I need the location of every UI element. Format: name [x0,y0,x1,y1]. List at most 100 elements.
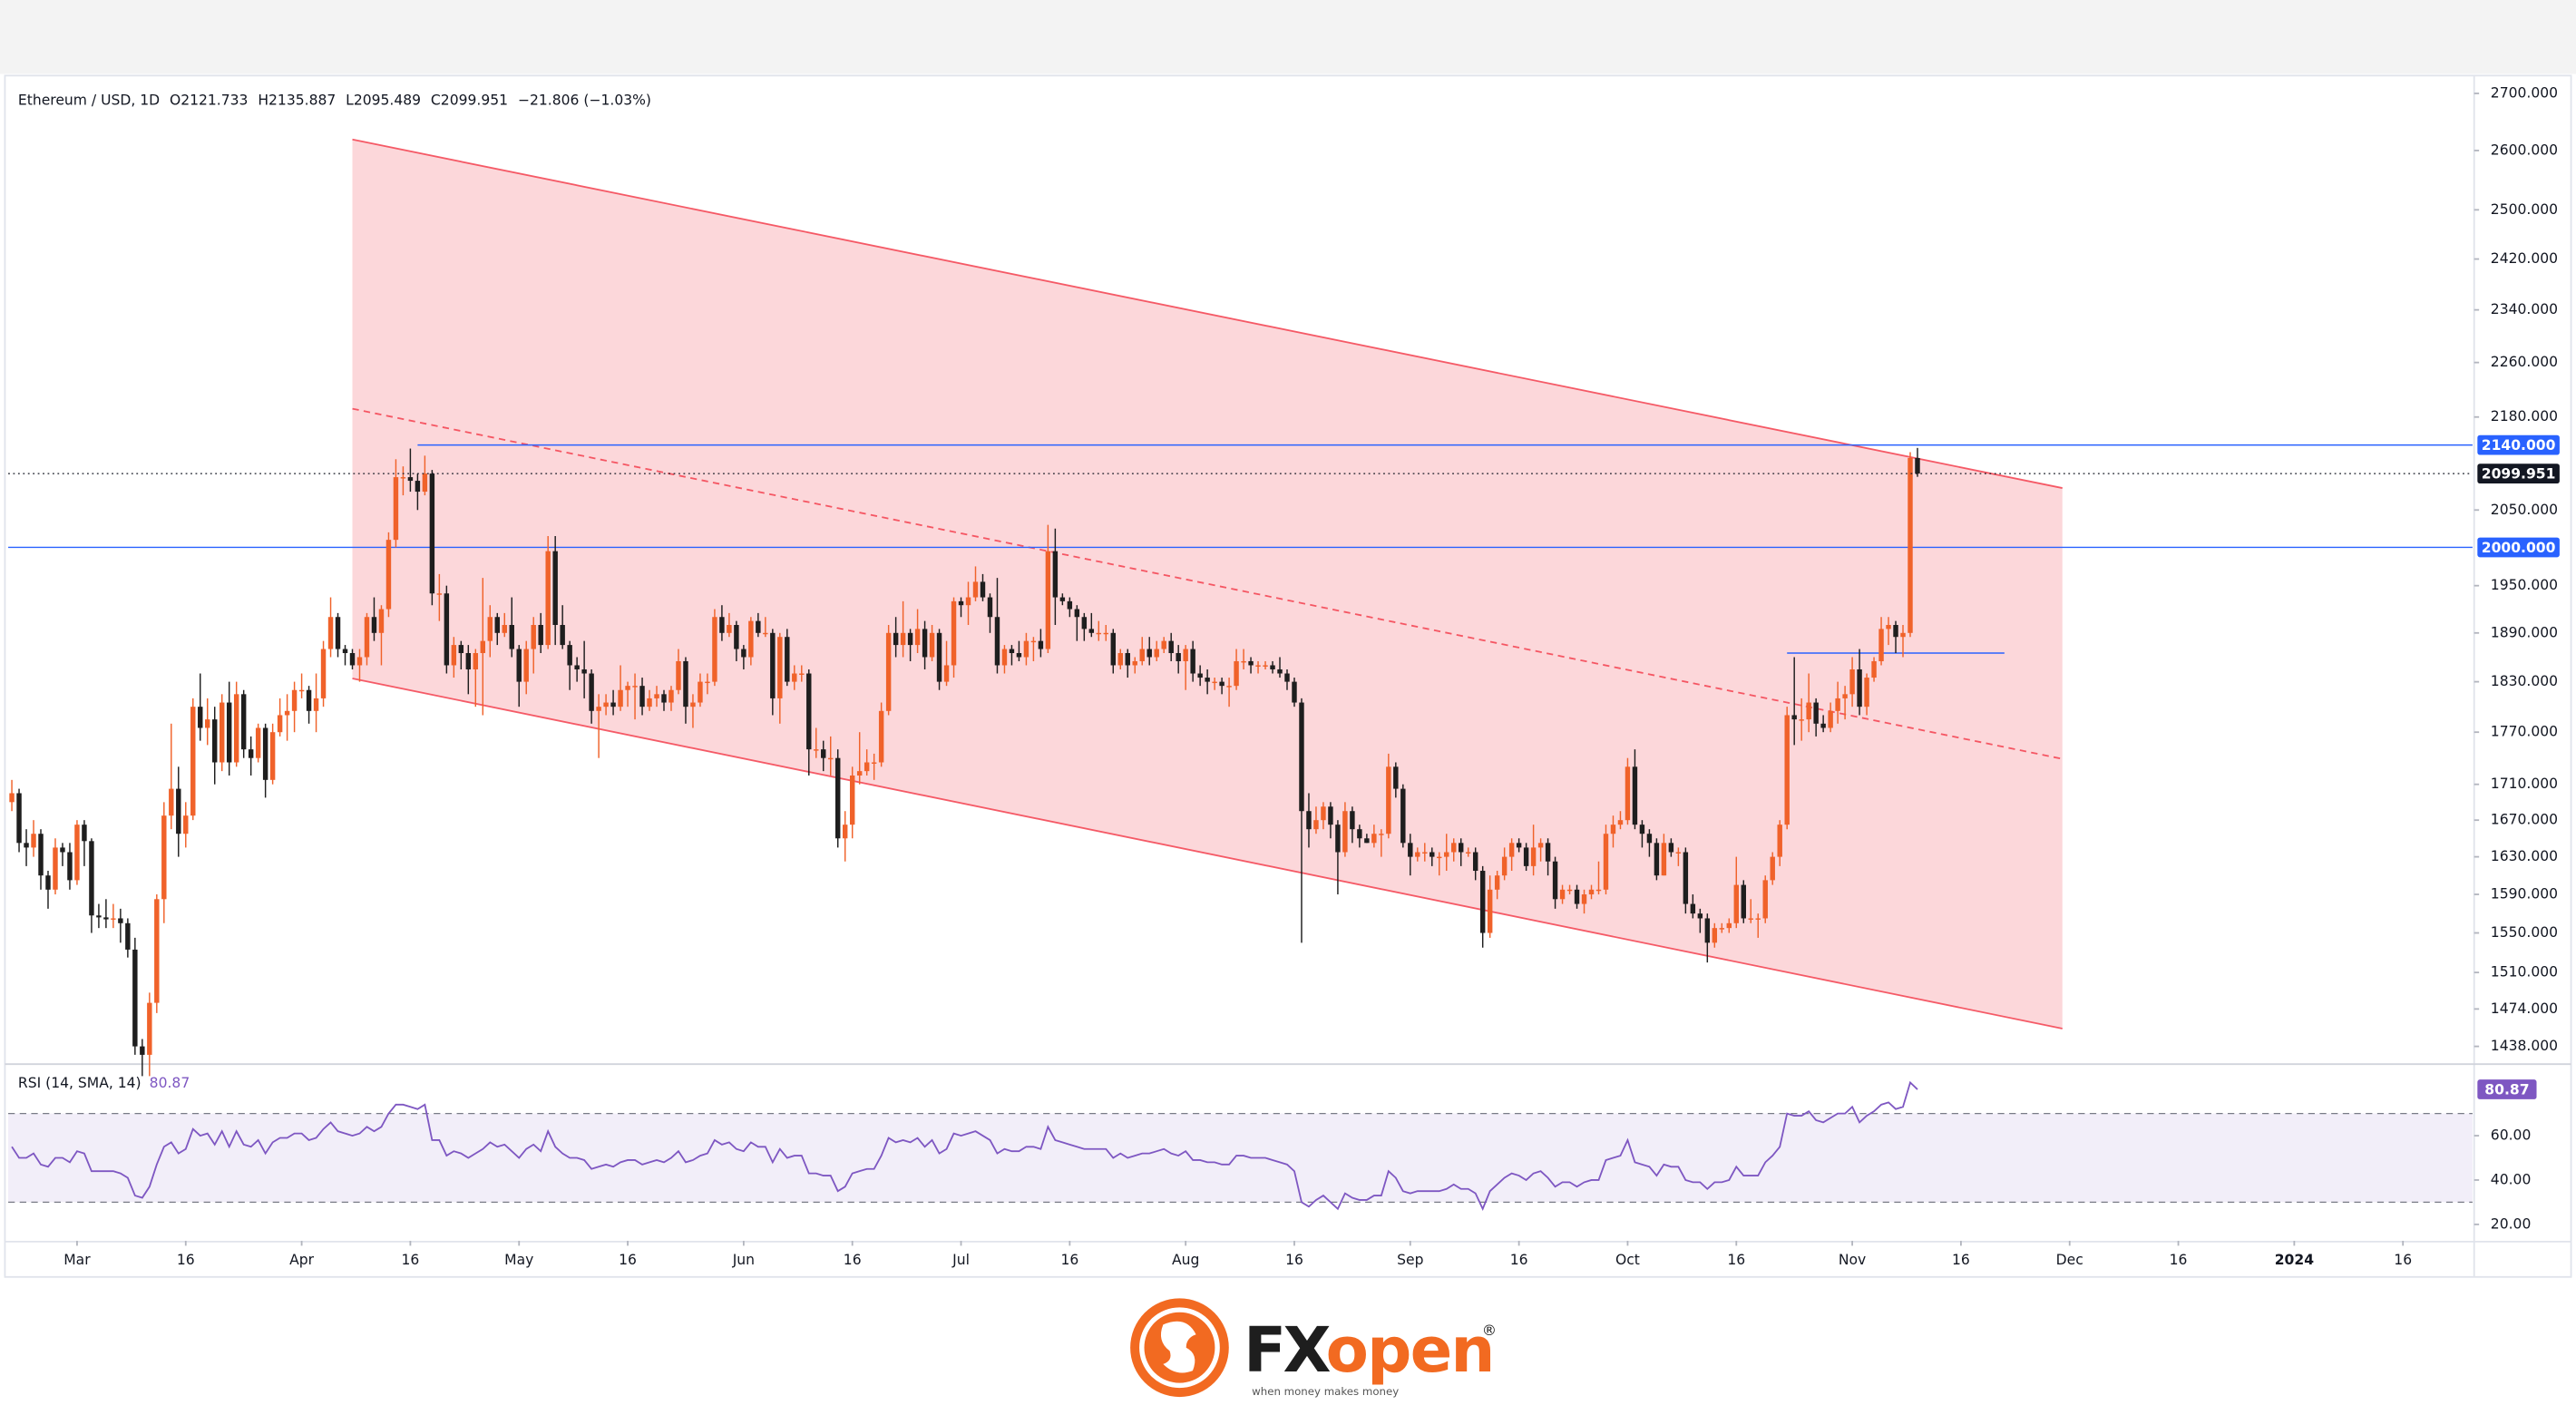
candle-body [1864,678,1869,708]
candle-body [625,686,630,690]
candle-body [1335,825,1341,853]
candle-body [1081,617,1088,629]
candle-body [1893,624,1898,638]
candle-body [1791,715,1797,720]
x-tick-label: Mar [63,1252,91,1268]
x-tick-label: 16 [1060,1252,1078,1268]
candle-body [1313,820,1319,830]
candle-body [1306,811,1312,830]
candle-body [277,715,283,733]
candle-body [871,762,877,764]
candle-body [473,653,479,669]
candle-body [9,793,15,803]
candle-body [1617,820,1624,825]
candle-body [140,1046,145,1055]
candle-body [900,632,906,646]
candle-body [1052,551,1059,598]
y-tick-label: 1770.000 [2491,724,2558,740]
y-tick-label: 1474.000 [2491,1000,2558,1017]
registered-mark: ® [1482,1322,1497,1339]
candle-body [943,665,950,682]
candle-body [1292,681,1297,703]
y-tick-label: 2420.000 [2491,250,2558,267]
x-tick-label: 2024 [2275,1252,2314,1268]
candle-body [987,597,993,618]
candle-body [111,918,116,920]
candle-body [444,593,450,666]
y-tick-label: 2500.000 [2491,201,2558,218]
brand-fx: FX [1244,1314,1330,1387]
logo-bull [1160,1321,1196,1373]
rsi-value-label: 80.87 [2484,1081,2529,1098]
candle-body [683,660,688,708]
candle-body [1886,624,1891,629]
level-label-box [2477,537,2560,558]
candle-body [1828,710,1833,728]
candle-body [60,847,65,853]
candle-body [1263,665,1268,667]
candle-body [255,727,261,758]
candle-body [994,617,1000,666]
candle-body [1059,597,1066,601]
footer-logo: FX open ® when money makes money [1130,1298,1497,1398]
candle-body [1668,843,1674,853]
y-tick-label: 1710.000 [2491,776,2558,792]
candle-body [1784,715,1790,825]
y-tick-label: 2700.000 [2491,84,2558,101]
candle-body [82,825,87,842]
candle-body [936,632,942,682]
candle-body [342,649,348,654]
candle-body [1559,889,1566,900]
y-tick-label: 2050.000 [2491,502,2558,518]
candle-body [849,775,855,825]
candle-body [712,617,717,682]
level-label: 2000.000 [2482,540,2556,556]
candle-body [552,551,558,625]
x-tick-label: 16 [1510,1252,1528,1268]
level-label-box [2477,434,2560,455]
candle-body [385,540,392,610]
candle-body [1857,668,1862,708]
candle-body [1139,649,1145,661]
candle-body [965,597,971,606]
candle-body [1770,856,1775,881]
candle-body [885,632,892,711]
candle-body [1255,665,1261,667]
candle-body [205,719,210,728]
candle-body [1595,889,1602,892]
legend-ohlc-value: 2095.489 [354,92,421,108]
candle-body [198,707,203,728]
candle-body [914,629,921,646]
candle-body [1016,653,1022,658]
candle-body [1444,852,1449,857]
candle-body [38,834,44,876]
candle-body [770,632,776,698]
candle-body [719,617,725,633]
candle-body [516,649,522,682]
candle-body [1270,665,1275,669]
candle-body [269,732,276,780]
candle-body [1799,719,1804,721]
candle-body [1219,681,1225,687]
candle-body [1835,698,1840,711]
y-tick-label: 1438.000 [2491,1038,2558,1054]
candle-body [647,698,652,708]
rsi-legend-value: 80.87 [150,1075,190,1091]
candle-body [1386,766,1391,834]
candle-body [538,624,543,646]
candle-body [748,620,754,658]
plot-layer: 2140.000 2000.000 2700.000 2600.000 2500.000… [8,84,2560,1268]
x-tick-label: 16 [844,1252,862,1268]
candle-body [1197,673,1203,678]
candle-body [632,686,638,688]
candle-body [907,632,913,646]
candle-body [335,617,341,649]
candle-body [1661,843,1667,876]
candle-body [980,581,986,598]
candle-body [1487,889,1493,933]
candle-body [190,707,196,816]
x-tick-label: Aug [1172,1252,1199,1268]
legend-symbol: Ethereum / USD, 1D [18,92,160,108]
candle-body [951,600,957,666]
candle-body [1777,825,1782,857]
